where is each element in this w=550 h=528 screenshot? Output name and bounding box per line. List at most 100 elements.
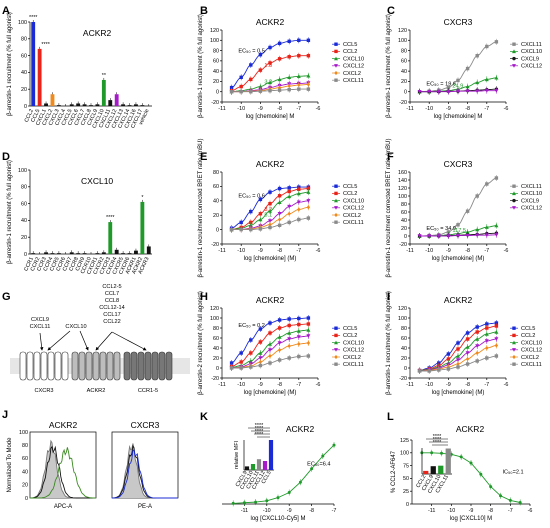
data-point [242, 501, 246, 505]
data-point [494, 233, 499, 237]
data-point [465, 233, 470, 238]
arrow [95, 331, 113, 351]
x-axis-label: log [chemokine] (M) [244, 390, 297, 396]
data-point [465, 331, 470, 335]
legend-label: CCL5 [343, 326, 357, 332]
y-tick-label: 20 [22, 483, 28, 489]
ligand-label: CCL12-14 [99, 305, 125, 311]
category-label: CCR4 [43, 256, 55, 272]
x-tick-label: -11 [218, 106, 225, 112]
y-tick-label: 40 [401, 346, 407, 352]
transmembrane-helix [151, 351, 159, 381]
y-tick-label: 80 [401, 202, 407, 208]
data-point [494, 324, 499, 328]
data-point [430, 451, 434, 455]
panel-E: E ACKR2 -11 -10 -9 -8 -7 -6 -20 0 20 40 60 80 log [che… [198, 138, 364, 277]
y-tick-label: 80 [213, 326, 219, 332]
data-point [456, 233, 460, 238]
data-point [465, 209, 470, 213]
data-point [276, 496, 280, 500]
data-point [229, 90, 234, 94]
y-tick-label: 100 [398, 38, 407, 44]
data-point [268, 201, 272, 206]
y-tick-label: 100 [398, 316, 407, 322]
data-point [277, 217, 282, 222]
data-point [484, 339, 489, 343]
y-tick-label: 20 [213, 79, 219, 85]
data-point [258, 351, 263, 355]
data-point [446, 90, 451, 94]
category-label: CCL2 [24, 108, 35, 123]
x-tick-label: -9 [446, 248, 451, 254]
bar [76, 253, 81, 254]
data-point [484, 332, 489, 336]
legend-label: CXCL10 [343, 340, 364, 346]
y-tick-label: 40 [213, 346, 219, 352]
data-point [287, 337, 292, 341]
significance-label: **** [106, 215, 115, 221]
data-point [239, 351, 243, 355]
data-point [310, 467, 314, 471]
legend-label: CCL5 [343, 184, 357, 190]
data-point [287, 75, 292, 80]
legend-label: CXCL12 [343, 206, 364, 212]
data-point [258, 363, 263, 368]
data-point [494, 337, 499, 341]
data-point [494, 88, 499, 93]
data-point [249, 63, 253, 67]
x-tick-label: -9 [287, 508, 292, 514]
ec50-label: EC₅₀ = 0.2 [238, 323, 265, 329]
receptor-label: ACKR2 [87, 388, 106, 394]
ligand-label: CXCL10 [65, 324, 86, 330]
y-tick-label: 120 [398, 28, 407, 34]
data-point [258, 52, 263, 57]
legend-label: CXCL12 [521, 206, 542, 212]
data-point [306, 73, 311, 78]
y-tick-label: 80 [401, 48, 407, 54]
y-tick-label: 100 [398, 194, 407, 200]
ligand-label: CCL2-5 [102, 284, 121, 290]
data-point [465, 362, 470, 366]
y-tick-label: 80 [21, 37, 27, 43]
data-point [239, 360, 243, 364]
legend-label: CCL2 [521, 333, 535, 339]
data-point [479, 472, 483, 476]
bar [50, 253, 55, 254]
data-point [249, 77, 253, 82]
arrow [79, 330, 89, 351]
data-point [446, 367, 451, 371]
y-tick-label: 60 [213, 184, 219, 190]
y-axis-label: β-arrestin-1 recruitment (% full agonist… [198, 14, 204, 118]
y-tick-label: -20 [399, 100, 407, 106]
x-tick-label: -9 [446, 106, 451, 112]
data-point [427, 369, 431, 373]
data-point [297, 187, 301, 191]
bar [37, 48, 42, 106]
panel-letter: G [2, 291, 11, 303]
y-tick-label: 20 [21, 87, 27, 93]
y-tick-label: 60 [401, 210, 407, 216]
inset-bar [268, 440, 274, 470]
significance-label: **** [433, 437, 442, 443]
data-point [465, 66, 470, 71]
data-point [287, 87, 291, 92]
category-label: CCR2 [30, 256, 42, 272]
data-point [306, 328, 311, 332]
legend-label: CCL2 [343, 49, 357, 55]
significance-label: **** [255, 426, 264, 432]
x-axis-label: log [CXCL10-Cy5] M [250, 516, 305, 522]
ec50-label: EC₅₀ = 19.6 [426, 82, 456, 88]
y-axis-label: β-arrestin-1 recruitment (% full agonist… [7, 160, 13, 264]
panel-H: H ACKR2 -11 -10 -9 -8 -7 -6 -20 0 20 40 60 80 100 120 lo… [198, 291, 364, 396]
data-point [249, 365, 253, 369]
y-tick-label: 0 [25, 496, 28, 502]
transmembrane-helix [137, 351, 145, 381]
data-point [494, 343, 499, 348]
data-point [297, 316, 301, 321]
significance-label: **** [255, 429, 264, 435]
bar [50, 94, 55, 106]
data-point [306, 54, 311, 58]
x-tick-label: -6 [504, 106, 509, 112]
